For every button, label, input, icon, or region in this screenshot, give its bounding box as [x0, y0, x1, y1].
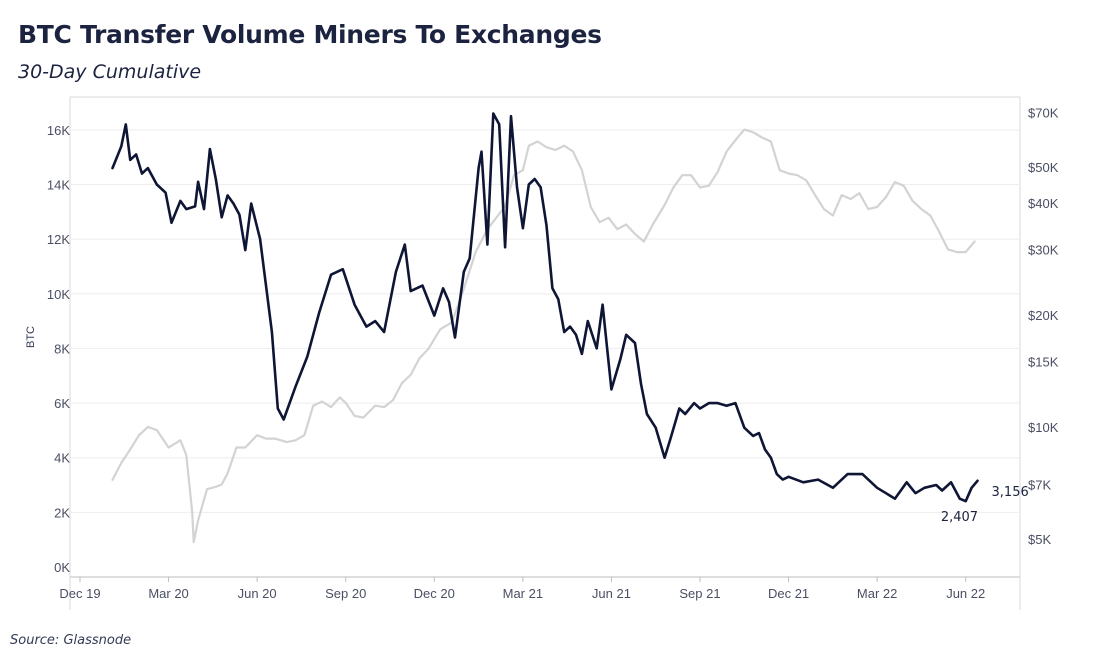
x-axis-ticks: Dec 19 Mar 20 Jun 20 Sep 20 Dec 20 Mar 21 Jun …	[59, 577, 985, 601]
value-annotation: 3,156	[992, 485, 1029, 500]
btc-volume-line	[111, 112, 979, 503]
y-tick-label: 0K	[54, 560, 70, 575]
chart-canvas: 0K 2K 4K 6K 8K 10K 12K 14K 16K $5K $7K $10K $15K $20…	[25, 96, 1059, 610]
y-axis-label: BTC	[25, 326, 37, 348]
x-tick-label: Jun 20	[238, 586, 277, 601]
y-tick-label: 10K	[47, 287, 70, 302]
gridlines	[70, 129, 1020, 513]
y-tick-label: 4K	[54, 451, 70, 466]
right-axis-ticks: $5K $7K $10K $15K $20K $30K $40K $50K $70K	[1028, 106, 1059, 547]
x-tick-label: Jun 22	[946, 586, 985, 601]
y-tick-label: 14K	[47, 178, 70, 193]
x-tick-label: Sep 21	[679, 586, 720, 601]
chart-subtitle: 30-Day Cumulative	[18, 61, 202, 83]
y-tick-label: 12K	[47, 232, 70, 247]
btc-volume-series	[111, 112, 979, 503]
x-tick-label: Sep 20	[325, 586, 366, 601]
y2-tick-label: $10K	[1028, 420, 1059, 435]
value-annotation: 2,407	[941, 510, 978, 525]
x-tick-label: Jun 21	[592, 586, 631, 601]
btc-price-series	[111, 128, 976, 544]
left-axis-ticks: 0K 2K 4K 6K 8K 10K 12K 14K 16K	[47, 123, 70, 575]
y-tick-label: 16K	[47, 123, 70, 138]
y2-tick-label: $40K	[1028, 196, 1059, 211]
y2-tick-label: $30K	[1028, 242, 1059, 257]
y2-tick-label: $70K	[1028, 106, 1059, 121]
x-tick-label: Mar 20	[148, 586, 188, 601]
y2-tick-label: $20K	[1028, 308, 1059, 323]
y-tick-label: 8K	[54, 341, 70, 356]
x-tick-label: Dec 20	[414, 586, 455, 601]
chart-source: Source: Glassnode	[10, 633, 132, 648]
y-tick-label: 2K	[54, 505, 70, 520]
y2-tick-label: $7K	[1028, 477, 1051, 492]
chart-title: BTC Transfer Volume Miners To Exchanges	[18, 20, 602, 49]
x-tick-label: Mar 21	[503, 586, 543, 601]
y2-tick-label: $5K	[1028, 532, 1051, 547]
value-annotations: 2,407 3,156	[941, 485, 1029, 525]
plot-frame	[69, 96, 1021, 610]
x-tick-label: Mar 22	[857, 586, 897, 601]
y-tick-label: 6K	[54, 396, 70, 411]
y2-tick-label: $50K	[1028, 160, 1059, 175]
y2-tick-label: $15K	[1028, 354, 1059, 369]
btc-price-line	[111, 128, 976, 544]
x-tick-label: Dec 19	[59, 586, 100, 601]
x-tick-label: Dec 21	[768, 586, 809, 601]
